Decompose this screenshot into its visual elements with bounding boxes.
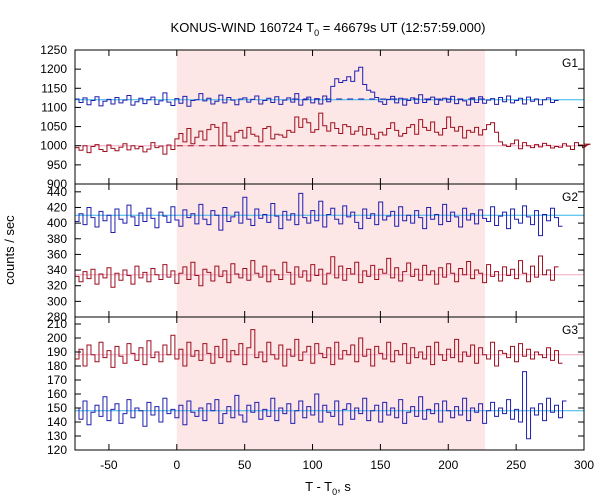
series-layer (75, 66, 591, 440)
panel-frame-G3 (74, 316, 585, 451)
y-tick-label-G3-150: 150 (47, 401, 67, 415)
y-tick-label-G1-1000: 1000 (40, 139, 67, 153)
panel-label-G3: G3 (562, 323, 578, 337)
y-tick-label-G2-420: 420 (47, 200, 67, 214)
y-tick-label-G1-1100: 1100 (41, 100, 67, 114)
shaded-interval-G2 (176, 184, 485, 317)
y-tick-label-G2-380: 380 (47, 232, 67, 246)
frame-layer: G1 G2 G3 (74, 49, 585, 451)
panel-label-G1: G1 (562, 56, 578, 70)
x-tick-label-300: 300 (574, 458, 594, 472)
y-tick-label-G3-200: 200 (47, 331, 67, 345)
y-tick-label-G3-130: 130 (47, 429, 67, 443)
chart-title-subscript: 0 (314, 28, 319, 38)
y-tick-label-G3-160: 160 (47, 387, 67, 401)
x-axis-label-subscript: 0 (332, 487, 337, 497)
y-tick-label-G2-400: 400 (47, 216, 67, 230)
x-tick-label--50: -50 (100, 458, 118, 472)
G2-red-series-histogram (75, 255, 559, 288)
y-tick-label-G3-180: 180 (47, 359, 67, 373)
y-tick-label-G1-900: 900 (47, 177, 67, 191)
shaded-interval-layer (176, 50, 485, 450)
tick-layer: 9009501000105011001150120012502803003203… (40, 43, 594, 472)
y-tick-label-G1-1050: 1050 (40, 120, 67, 134)
x-tick-label-50: 50 (238, 458, 252, 472)
chart-title: KONUS-WIND 160724 T0 = 46679s UT (12:57:… (171, 20, 486, 38)
y-tick-label-G1-1250: 1250 (40, 43, 67, 57)
x-tick-label-100: 100 (303, 458, 323, 472)
x-tick-label-250: 250 (506, 458, 526, 472)
x-tick-label-0: 0 (173, 458, 180, 472)
y-tick-label-G3-190: 190 (47, 345, 67, 359)
G2-blue-series-histogram (75, 192, 563, 237)
shaded-interval-G1 (176, 50, 485, 184)
y-tick-label-G2-440: 440 (47, 185, 67, 199)
x-tick-label-150: 150 (370, 458, 390, 472)
shaded-interval-G3 (176, 317, 485, 450)
y-tick-label-G2-340: 340 (47, 263, 67, 277)
y-tick-label-G2-300: 300 (47, 294, 67, 308)
y-tick-label-G1-950: 950 (47, 158, 67, 172)
G3-blue-series-histogram (75, 371, 567, 440)
y-tick-label-G3-140: 140 (47, 415, 67, 429)
y-tick-label-G2-360: 360 (47, 247, 67, 261)
panel-label-G2: G2 (562, 190, 578, 204)
y-tick-label-G1-1200: 1200 (40, 62, 67, 76)
G1-blue-series-histogram (75, 66, 559, 107)
y-tick-label-G2-280: 280 (47, 310, 67, 324)
y-tick-label-G1-1150: 1150 (41, 81, 67, 95)
y-axis-label: counts / sec (2, 215, 17, 285)
y-tick-label-G2-320: 320 (47, 279, 67, 293)
G3-red-series-histogram (75, 329, 563, 368)
G1-red-series-histogram (75, 112, 591, 155)
y-tick-label-G3-120: 120 (47, 443, 67, 457)
y-tick-label-G3-170: 170 (47, 373, 67, 387)
x-axis-label: T - T0, s (305, 479, 351, 497)
y-tick-label-G3-210: 210 (47, 317, 67, 331)
x-tick-label-200: 200 (438, 458, 458, 472)
